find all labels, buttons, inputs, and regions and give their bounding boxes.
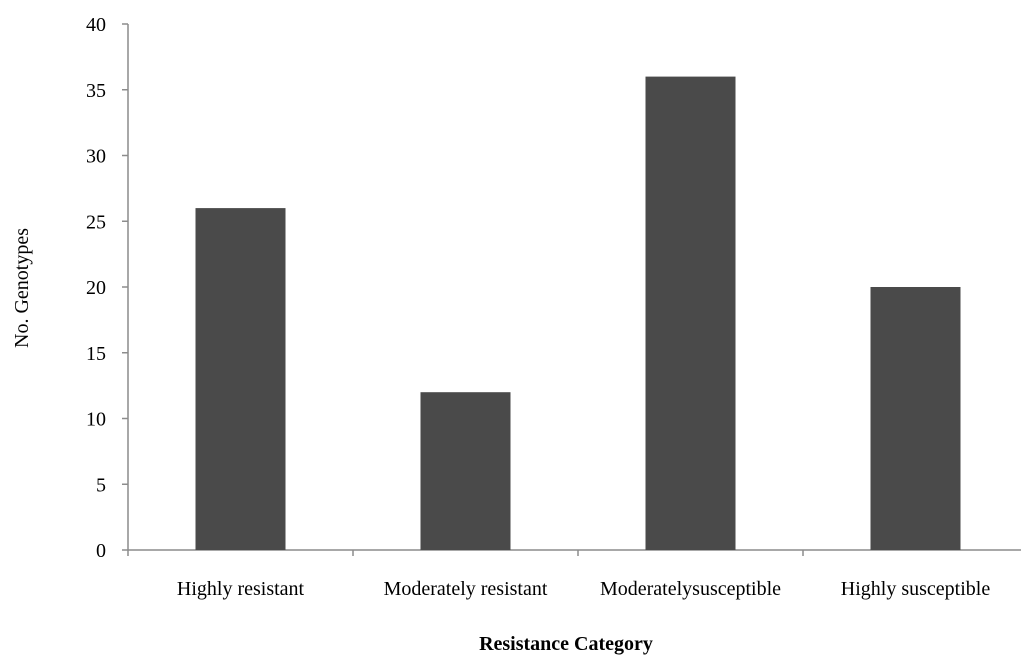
y-tick-label: 20 [86,277,106,299]
bar [645,76,736,550]
y-tick-label: 10 [86,409,106,431]
y-ticks: 0 5 10 15 20 25 30 35 40 [86,14,128,562]
bars [195,76,961,550]
y-tick-label: 25 [86,211,106,233]
x-tick-label: Moderatelysusceptible [600,578,781,600]
y-axis-title: No. Genotypes [11,228,33,348]
y-axis: 0 5 10 15 20 25 30 35 40 [86,14,129,562]
x-ticks: Highly resistant Moderately resistant Mode… [127,550,991,600]
y-tick-label: 30 [86,146,106,168]
y-tick-label: 5 [96,474,106,496]
x-axis-title: Resistance Category [479,633,653,655]
bar [195,208,286,550]
y-tick-label: 35 [86,80,106,102]
x-tick-label: Highly resistant [177,578,305,600]
bar [870,287,961,550]
x-tick-label: Moderately resistant [384,578,548,600]
y-tick-label: 15 [86,343,106,365]
y-tick-label: 40 [86,14,106,36]
x-tick-label: Highly susceptible [841,578,991,600]
x-axis: Highly resistant Moderately resistant Mode… [127,549,1021,600]
bar [420,392,511,550]
y-tick-label: 0 [96,540,106,562]
